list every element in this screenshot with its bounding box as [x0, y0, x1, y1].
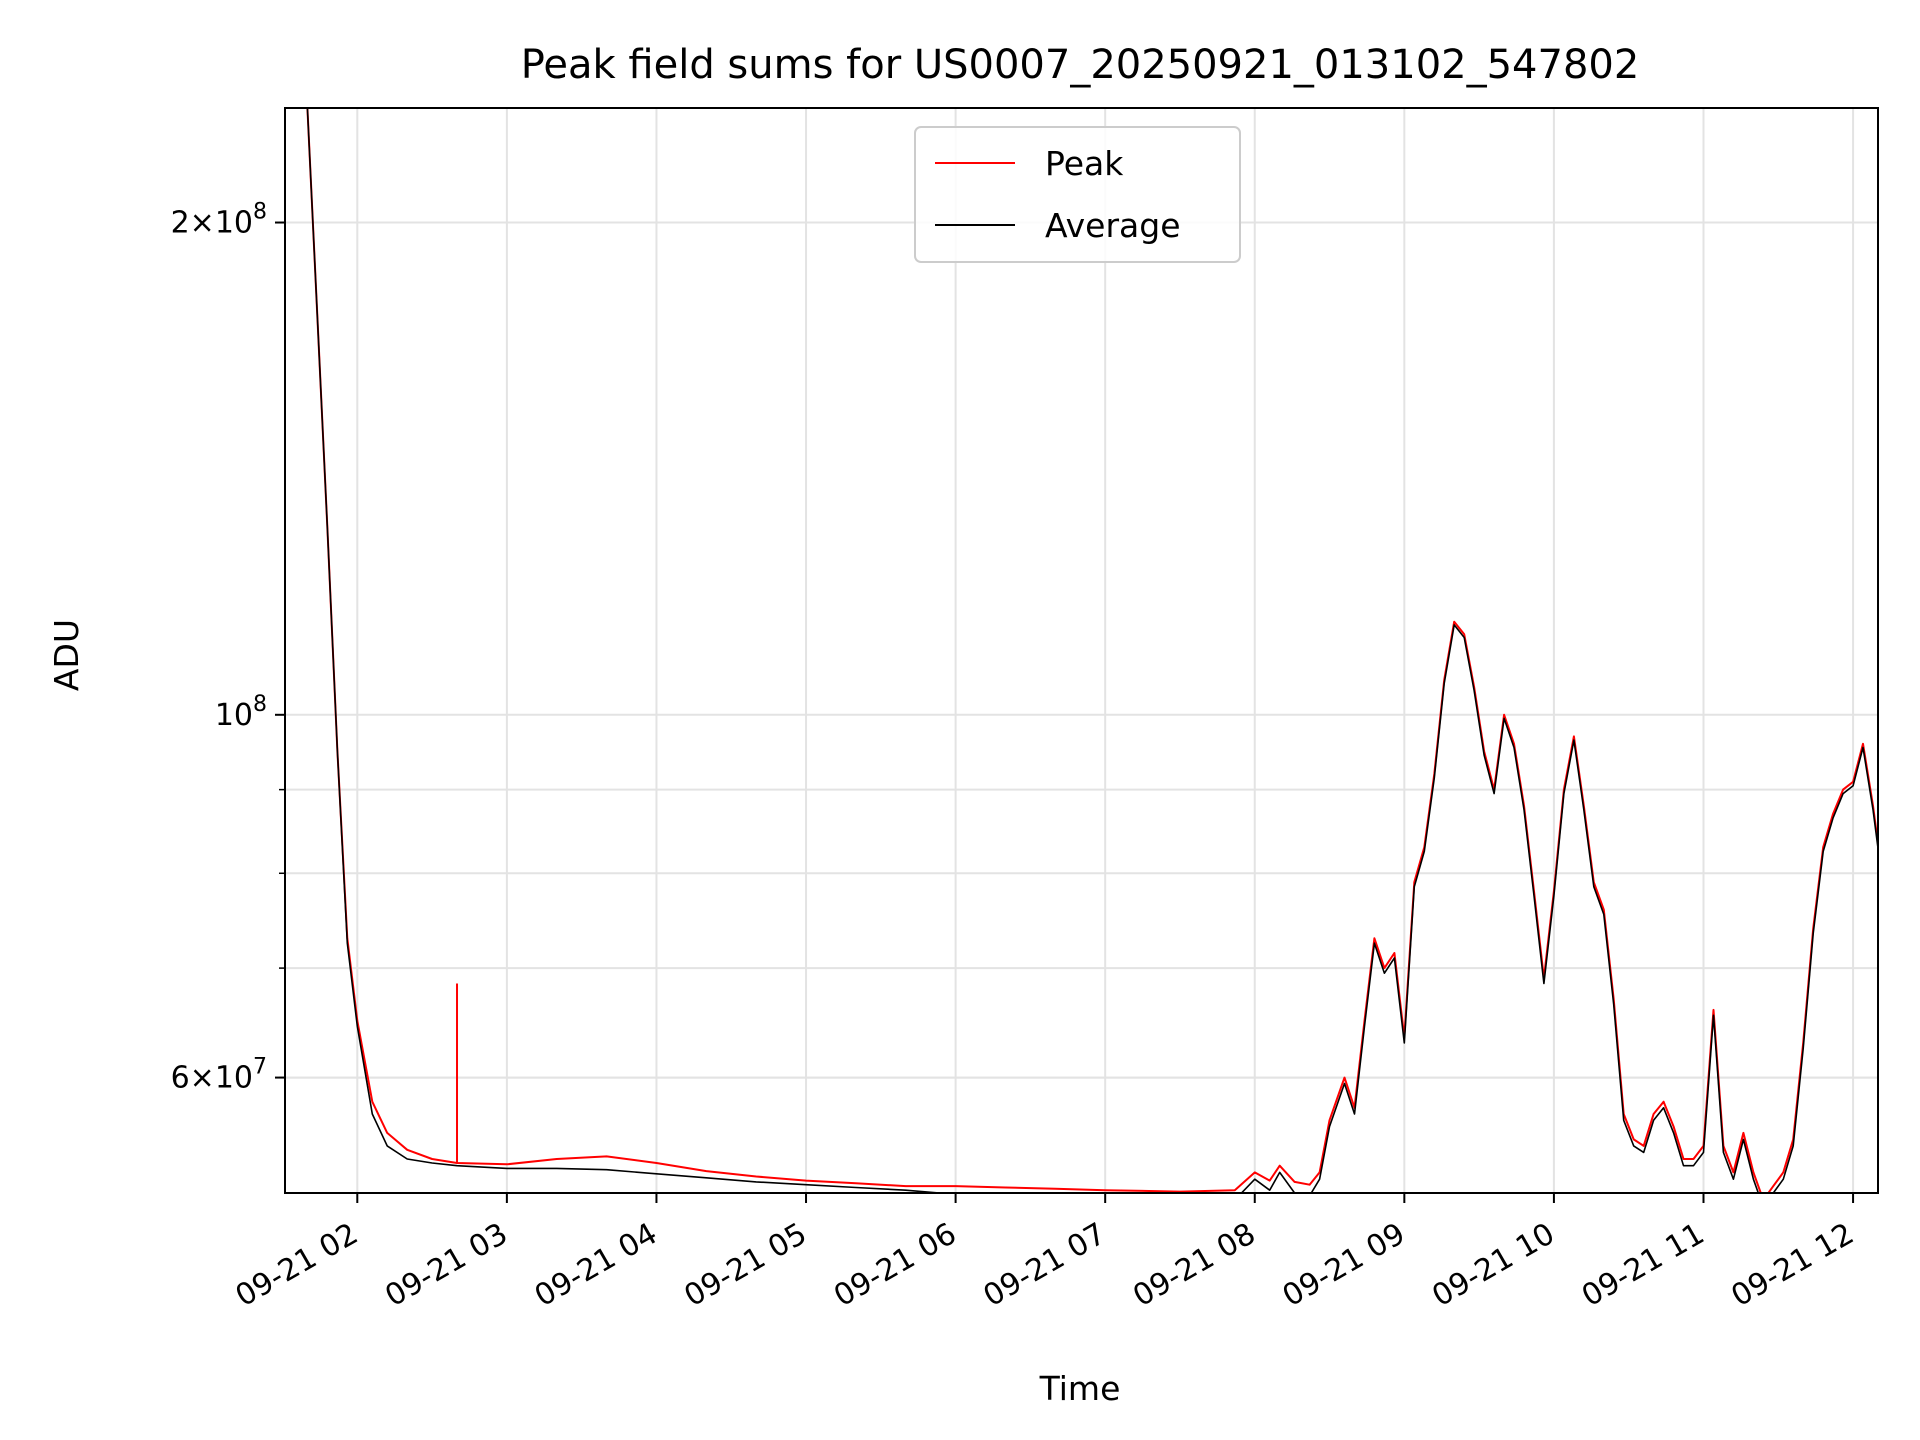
legend-box [914, 126, 1241, 263]
legend: Peak Average [914, 126, 1241, 263]
y-tick-label: 6×107 [171, 1055, 267, 1096]
y-tick-label: 108 [215, 692, 267, 733]
y-axis: 6×107 108 2×108 [171, 200, 285, 1096]
chart-title: Peak field sums for US0007_20250921_0131… [521, 42, 1640, 88]
y-axis-label: ADU [47, 619, 86, 691]
legend-label-average: Average [1045, 206, 1181, 245]
x-axis-label: Time [1039, 1369, 1121, 1408]
grid-lines [285, 108, 1878, 1193]
plot-frame [284, 107, 1879, 1194]
y-tick-label: 2×108 [171, 200, 267, 241]
legend-label-peak: Peak [1045, 144, 1124, 183]
series-line-average [306, 108, 1878, 1193]
series-layer [306, 108, 1878, 1193]
